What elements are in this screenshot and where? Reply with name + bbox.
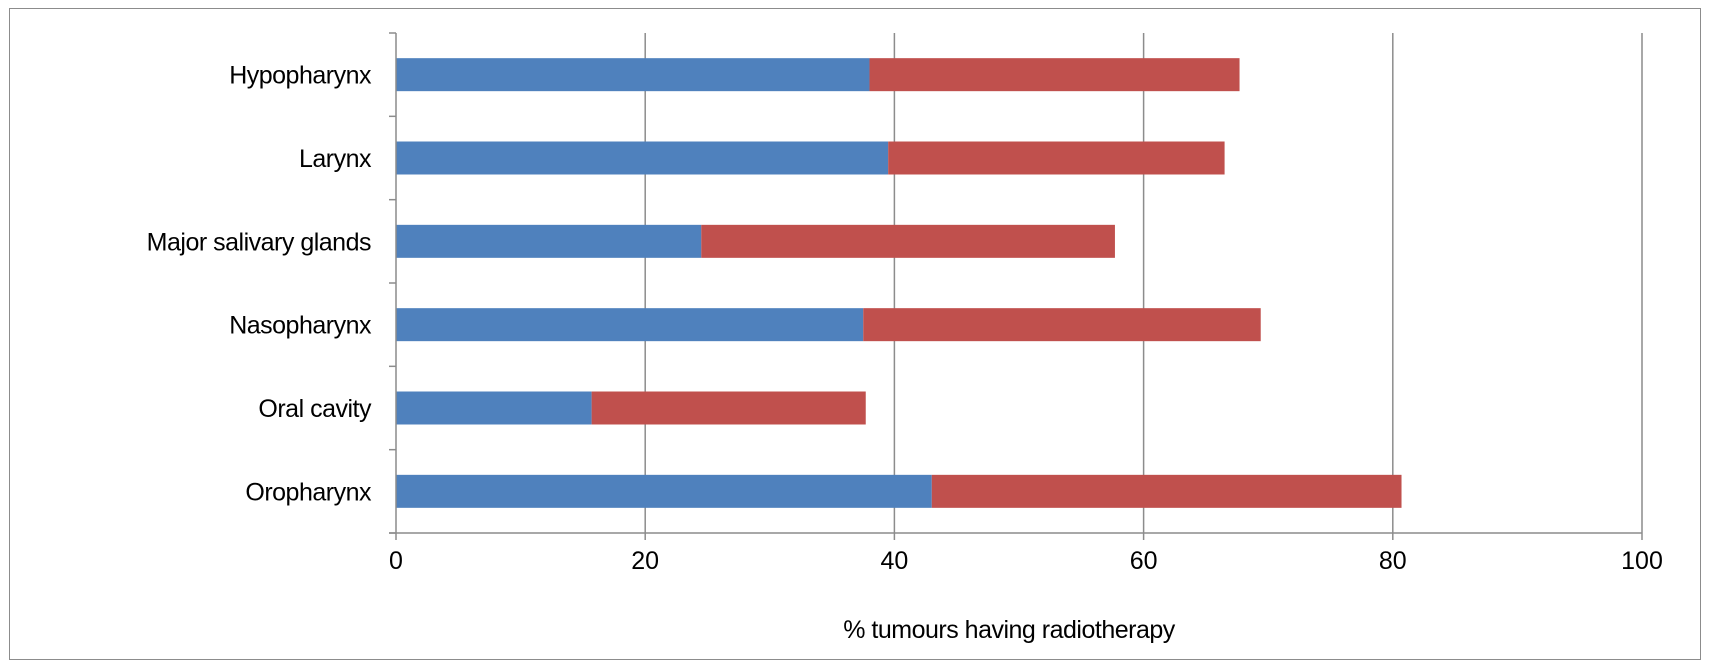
category-label: Oropharynx (245, 478, 372, 506)
bar-segment-series-2 (931, 474, 1402, 508)
bar-segment-series-1 (396, 474, 932, 508)
category-label: Major salivary glands (147, 228, 371, 256)
labels: 0 20 40 60 80 100 Hypopharynx Larynx Major saliv… (147, 62, 1663, 575)
x-tick-label: 60 (1130, 547, 1158, 575)
bar-segment-series-1 (396, 224, 702, 258)
x-tick-label: 80 (1379, 547, 1407, 575)
x-axis-title: % tumours having radiotherapy (843, 616, 1176, 644)
bar-segment-series-1 (396, 391, 592, 425)
category-label: Nasopharynx (229, 312, 372, 340)
x-tick-label: 0 (389, 547, 403, 575)
category-label: Hypopharynx (229, 62, 372, 90)
gridlines (644, 33, 1643, 533)
bars (396, 58, 1402, 508)
bar-segment-series-2 (888, 141, 1225, 175)
category-label: Larynx (299, 145, 372, 173)
bar-segment-series-1 (396, 58, 870, 92)
x-tick-label: 20 (631, 547, 659, 575)
bar-segment-series-2 (869, 58, 1240, 92)
bar-segment-series-1 (396, 141, 889, 175)
bar-segment-series-1 (396, 308, 864, 342)
axes (389, 32, 1643, 540)
bar-segment-series-2 (701, 224, 1115, 258)
bar-segment-series-2 (863, 308, 1261, 342)
bar-segment-series-2 (591, 391, 866, 425)
x-tick-label: 40 (880, 547, 908, 575)
x-tick-label: 100 (1621, 547, 1663, 575)
category-label: Oral cavity (258, 395, 372, 423)
